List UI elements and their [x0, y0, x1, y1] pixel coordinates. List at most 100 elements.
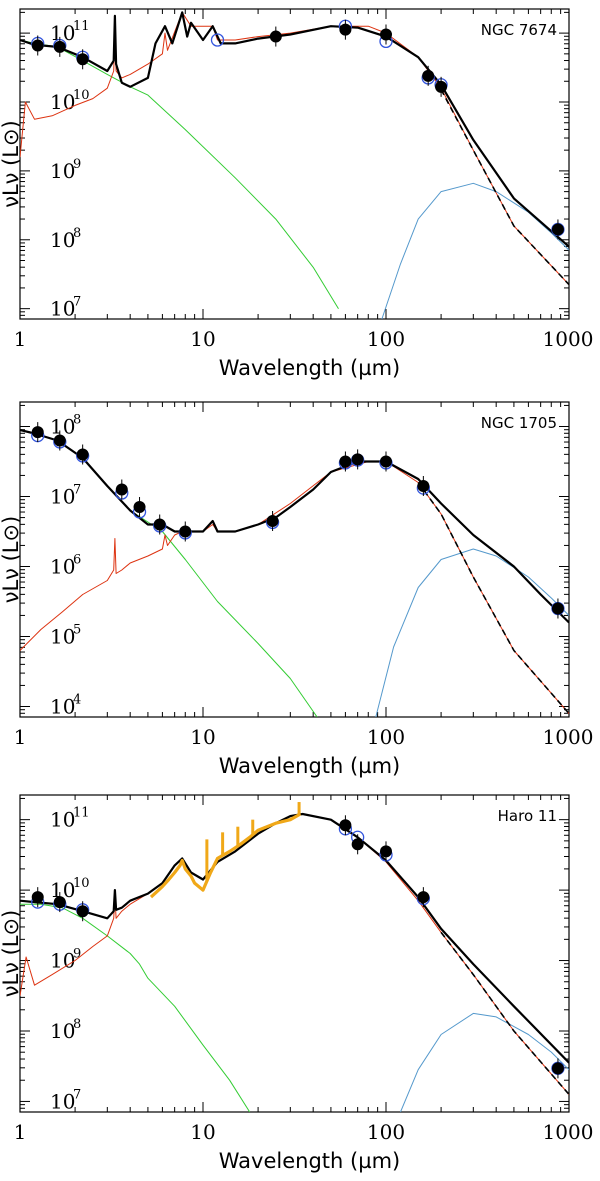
series-line-model-no-cold-dust — [417, 482, 569, 715]
axis-ticks — [19, 795, 569, 1112]
observed-point — [76, 53, 89, 66]
series-line-stellar — [20, 903, 251, 1112]
y-tick-label: 10 — [50, 21, 75, 45]
observed-point — [380, 28, 392, 41]
y-tick-exponent: 9 — [73, 947, 81, 962]
x-tick-label: 1000 — [543, 725, 594, 749]
x-tick-label: 1 — [14, 327, 27, 351]
panel-title: Haro 11 — [498, 807, 557, 825]
series-line-cold-dust — [375, 548, 569, 717]
observed-point — [351, 453, 364, 466]
series-line-model-total — [20, 812, 569, 1064]
series-line-model-total — [20, 428, 569, 624]
panel-title: NGC 1705 — [481, 414, 557, 432]
x-axis-label: Wavelength (µm) — [219, 356, 400, 380]
x-tick-label: 10 — [190, 1120, 215, 1144]
x-axis-label: Wavelength (µm) — [219, 754, 400, 778]
y-tick-label: 10 — [50, 485, 75, 509]
observed-point — [551, 1062, 564, 1075]
y-tick-label: 10 — [50, 625, 75, 649]
x-tick-label: 100 — [367, 327, 405, 351]
observed-point — [153, 518, 166, 531]
x-tick-label: 10 — [190, 327, 215, 351]
y-tick-label: 10 — [50, 949, 75, 973]
axis-ticks — [19, 402, 569, 717]
observed-point — [31, 426, 44, 439]
series-line-model-no-cold-dust — [440, 89, 569, 286]
observed-point — [266, 515, 279, 527]
observed-point — [339, 455, 352, 468]
observed-point — [53, 896, 66, 909]
y-axis-label: νLν (L⊙) — [0, 120, 23, 208]
plot-area — [20, 422, 569, 717]
series-line-cold-dust — [381, 182, 569, 319]
observed-point — [269, 30, 282, 43]
plot-frame — [19, 401, 570, 718]
panel-title: NGC 7674 — [481, 21, 557, 39]
observed-point — [339, 819, 352, 832]
series-line-model-total — [20, 11, 569, 248]
y-tick-label: 10 — [50, 695, 75, 719]
y-tick-exponent: 11 — [73, 806, 90, 821]
model-point — [210, 33, 225, 47]
observed-point — [380, 455, 392, 468]
observed-point — [179, 525, 192, 538]
y-tick-label: 10 — [50, 1089, 75, 1113]
y-tick-exponent: 8 — [73, 226, 81, 241]
axis-ticks — [19, 9, 569, 319]
observed-point — [53, 40, 66, 53]
y-tick-exponent: 9 — [73, 157, 81, 172]
y-tick-label: 10 — [50, 159, 75, 183]
y-tick-label: 10 — [50, 297, 75, 321]
y-tick-label: 10 — [50, 90, 75, 114]
x-tick-label: 1000 — [543, 1120, 594, 1144]
observed-point — [31, 39, 44, 52]
y-tick-exponent: 7 — [73, 295, 81, 310]
series-line-model-no-cold-dust — [440, 931, 569, 1095]
plot-frame — [19, 8, 570, 320]
observed-point — [422, 69, 435, 82]
observed-point — [76, 905, 89, 918]
observed-point — [551, 223, 564, 236]
plot-frame — [19, 794, 570, 1113]
series-line-cold-dust — [400, 1012, 569, 1112]
y-tick-exponent: 4 — [73, 693, 81, 708]
observed-point — [435, 80, 448, 93]
series-line-dust-pah-hot — [20, 813, 569, 1095]
y-axis-label: νLν (L⊙) — [0, 516, 23, 604]
plot-area — [20, 11, 569, 319]
x-axis-label: Wavelength (µm) — [219, 1149, 400, 1173]
x-tick-label: 100 — [367, 725, 405, 749]
x-tick-label: 100 — [367, 1120, 405, 1144]
y-tick-label: 10 — [50, 415, 75, 439]
y-tick-exponent: 7 — [73, 1087, 81, 1102]
observed-point — [417, 480, 430, 492]
y-tick-exponent: 7 — [73, 483, 81, 498]
observed-point — [31, 891, 44, 904]
x-tick-label: 1000 — [543, 327, 594, 351]
series-line-dust-pah-hot — [20, 461, 569, 714]
observed-point — [76, 448, 89, 461]
x-tick-label: 1 — [14, 725, 27, 749]
y-tick-label: 10 — [50, 228, 75, 252]
y-tick-exponent: 8 — [73, 1017, 81, 1032]
observed-point — [133, 501, 146, 513]
y-tick-exponent: 5 — [73, 623, 81, 638]
observed-point — [115, 483, 128, 496]
y-tick-exponent: 10 — [73, 88, 90, 103]
y-tick-label: 10 — [50, 1019, 75, 1043]
y-tick-exponent: 11 — [73, 19, 90, 34]
observed-point — [551, 602, 564, 615]
x-tick-label: 10 — [190, 725, 215, 749]
series-line-irs-spectrum — [149, 812, 302, 899]
y-tick-exponent: 10 — [73, 876, 90, 891]
y-tick-label: 10 — [50, 555, 75, 579]
x-tick-label: 1 — [14, 1120, 27, 1144]
observed-point — [380, 845, 392, 858]
observed-point — [53, 434, 66, 447]
observed-point — [417, 891, 430, 904]
